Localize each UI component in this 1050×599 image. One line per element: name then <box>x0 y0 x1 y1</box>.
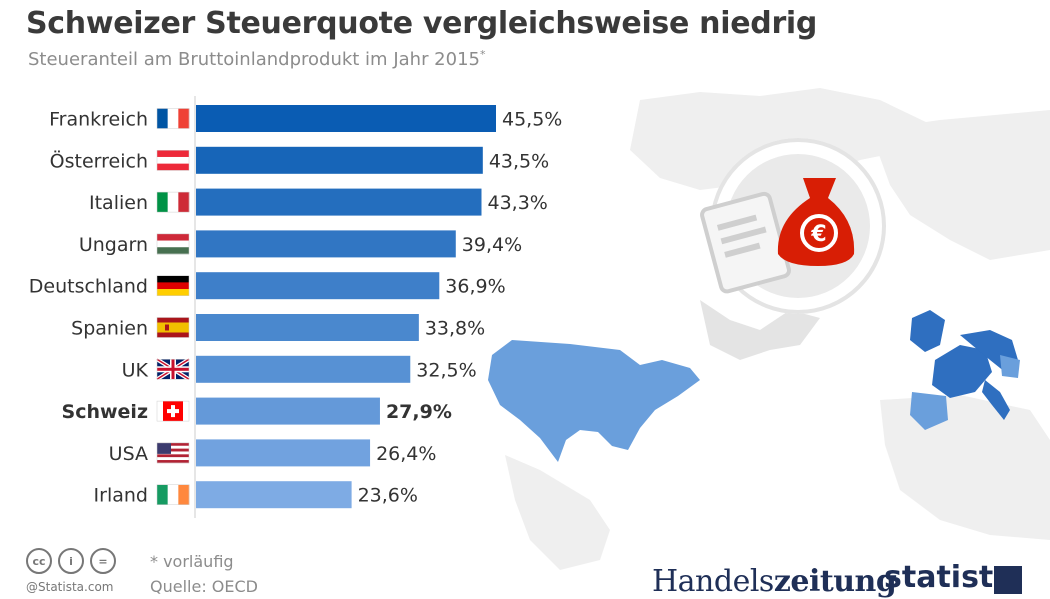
document-icon <box>700 191 791 294</box>
category-label: Irland <box>94 485 148 507</box>
license-icons: cc i = <box>26 548 116 574</box>
no-derivatives-icon: = <box>90 548 116 574</box>
cc-icon: cc <box>26 548 52 574</box>
flag-spain-icon <box>156 317 190 338</box>
flag-switzerland-icon <box>156 400 190 422</box>
flag-italy-icon <box>156 191 190 213</box>
subtitle-text: Steueranteil am Bruttoinlandprodukt im J… <box>28 49 480 70</box>
bar-3 <box>196 230 456 258</box>
flag-france-icon <box>156 108 190 129</box>
bar-chart: Frankreich 45,5% Österreich 43,5% Italien 43,… <box>29 96 562 518</box>
flag-austria-icon <box>156 150 190 171</box>
chart-title: Schweizer Steuerquote vergleichsweise ni… <box>26 6 818 41</box>
bar-9 <box>196 481 352 509</box>
bar-8 <box>196 439 371 467</box>
europe-map-shape <box>910 310 1020 430</box>
bar-0 <box>196 105 496 132</box>
category-label: Schweiz <box>62 401 148 423</box>
category-label: Österreich <box>50 149 148 172</box>
value-label: 23,6% <box>358 485 418 507</box>
value-label: 33,8% <box>425 318 485 340</box>
category-label: Frankreich <box>49 109 148 131</box>
value-label: 27,9% <box>386 401 452 423</box>
chart-subtitle: Steueranteil am Bruttoinlandprodukt im J… <box>28 48 486 70</box>
bar-1 <box>196 146 483 174</box>
svg-text:€: € <box>810 222 826 247</box>
handelszeitung-logo-part1: Handels <box>652 564 774 599</box>
flag-ireland-icon <box>156 484 190 505</box>
flag-hungary-icon <box>156 233 190 255</box>
value-label: 39,4% <box>462 234 522 256</box>
flag-germany-icon <box>156 275 190 296</box>
bar-5 <box>196 314 419 341</box>
footnote: * vorläufig <box>150 552 234 571</box>
handelszeitung-logo-part2: zeitung <box>773 564 897 599</box>
usa-map-shape <box>488 340 700 462</box>
category-label: UK <box>122 359 149 381</box>
bar-7 <box>196 397 380 425</box>
value-label: 43,3% <box>487 192 547 214</box>
bar-6 <box>196 355 411 383</box>
value-label: 43,5% <box>489 150 549 172</box>
category-label: USA <box>109 443 148 465</box>
category-label: Deutschland <box>29 276 148 298</box>
tax-illustration: € <box>700 138 886 314</box>
bar-2 <box>196 188 482 216</box>
source-label: Quelle: OECD <box>150 577 258 596</box>
value-label: 32,5% <box>416 359 476 381</box>
value-label: 36,9% <box>445 276 505 298</box>
bar-4 <box>196 272 440 300</box>
statista-logo-icon <box>994 566 1022 594</box>
money-bag-icon: € <box>777 178 855 266</box>
value-label: 45,5% <box>502 109 562 131</box>
category-label: Ungarn <box>79 234 148 256</box>
flag-uk-icon <box>155 357 191 381</box>
value-label: 26,4% <box>376 443 436 465</box>
flag-usa-icon <box>156 442 190 464</box>
attribution-icon: i <box>58 548 84 574</box>
handelszeitung-logo: Handelszeitung <box>652 564 897 599</box>
category-label: Spanien <box>71 318 148 340</box>
subtitle-footnote-mark: * <box>480 48 486 61</box>
statista-credit: @Statista.com <box>26 580 114 594</box>
statista-logo: statista <box>884 560 1014 595</box>
category-label: Italien <box>89 192 148 214</box>
